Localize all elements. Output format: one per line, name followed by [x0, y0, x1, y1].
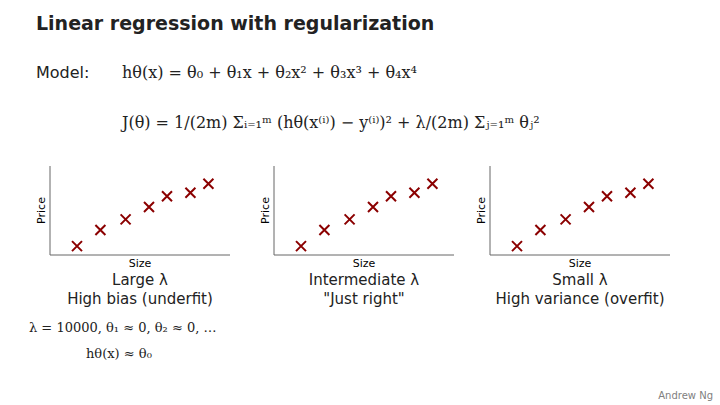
point — [386, 191, 396, 201]
x-label: Size — [129, 257, 152, 270]
x-axis — [490, 255, 670, 256]
point — [185, 188, 195, 198]
point — [535, 225, 545, 235]
y-axis — [274, 166, 275, 255]
point — [643, 179, 653, 189]
annotation: λ = 10000, θ₁ ≈ 0, θ₂ ≈ 0, … — [29, 320, 216, 335]
point — [625, 188, 635, 198]
point — [162, 191, 172, 201]
point — [319, 225, 329, 235]
point — [512, 241, 522, 251]
point — [368, 202, 378, 212]
point — [72, 241, 82, 251]
point — [345, 214, 355, 224]
point — [561, 214, 571, 224]
annotation: hθ(x) ≈ θ₀ — [86, 346, 152, 361]
panel: Size Price — [475, 166, 670, 270]
annotation: Model: — [36, 63, 89, 82]
title: Linear regression with regularization — [36, 12, 434, 34]
x-axis — [274, 255, 454, 256]
y-axis — [490, 166, 491, 255]
panel: Size Price — [259, 166, 454, 270]
annotation: J(θ) = 1/(2m) Σᵢ₌₁ᵐ (hθ(x⁽ⁱ⁾) − y⁽ⁱ⁾)² +… — [120, 113, 540, 132]
point — [296, 241, 306, 251]
caption: High bias (underfit) — [67, 290, 213, 308]
point — [121, 214, 131, 224]
x-label: Size — [569, 257, 592, 270]
y-axis — [50, 166, 51, 255]
y-label: Price — [35, 197, 48, 224]
x-label: Size — [353, 257, 376, 270]
figure: Linear regression with regularization Mod… — [0, 0, 720, 405]
marks — [512, 179, 653, 251]
annotation: Andrew Ng — [658, 390, 713, 401]
caption: "Just right" — [323, 290, 404, 308]
subtitle: Intermediate λ — [309, 271, 420, 289]
subtitle: Small λ — [552, 271, 607, 289]
marks — [72, 179, 213, 251]
x-axis — [50, 255, 230, 256]
point — [427, 179, 437, 189]
annotation: hθ(x) = θ₀ + θ₁x + θ₂x² + θ₃x³ + θ₄x⁴ — [122, 63, 417, 82]
point — [95, 225, 105, 235]
point — [409, 188, 419, 198]
subtitle: Large λ — [112, 271, 168, 289]
point — [602, 191, 612, 201]
y-label: Price — [259, 197, 272, 224]
panel: Size Price — [35, 166, 230, 270]
point — [584, 202, 594, 212]
marks — [296, 179, 437, 251]
caption: High variance (overfit) — [495, 290, 664, 308]
point — [144, 202, 154, 212]
point — [203, 179, 213, 189]
y-label: Price — [475, 197, 488, 224]
